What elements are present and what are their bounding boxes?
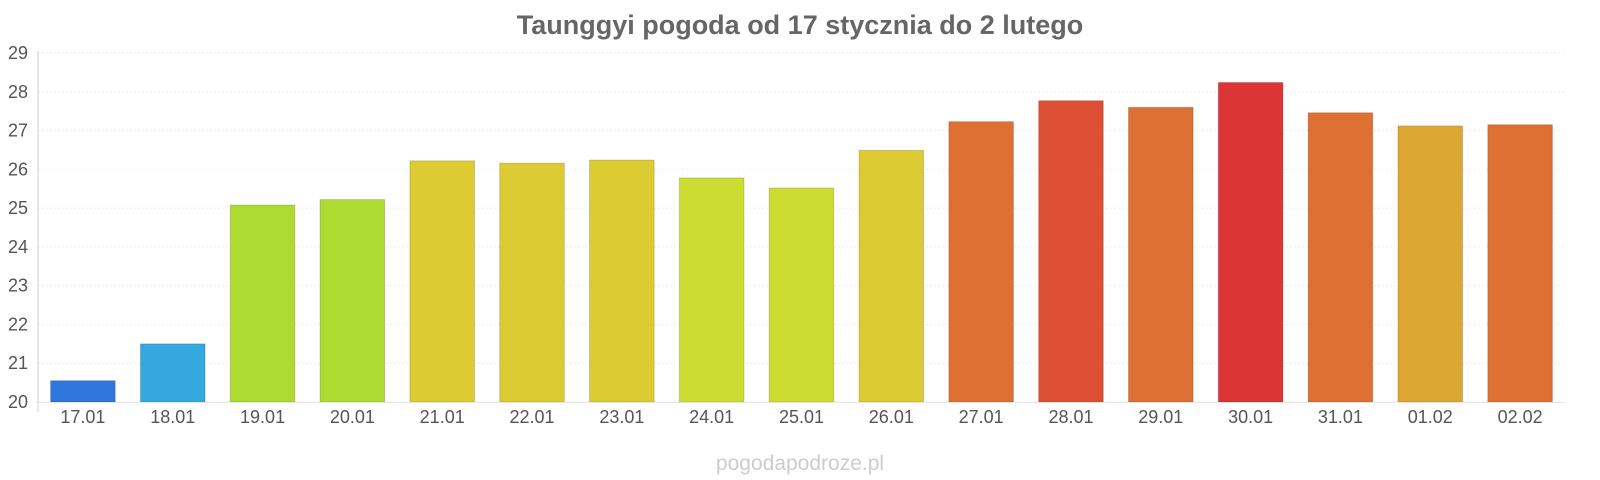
x-tick-label: 20.01 <box>330 407 375 427</box>
y-tick-label: 21 <box>8 353 28 373</box>
bars <box>50 81 1553 403</box>
x-tick-label: 21.01 <box>420 407 465 427</box>
bar-21.01 <box>409 160 476 403</box>
x-tick-label: 19.01 <box>240 407 285 427</box>
y-tick-label: 29 <box>8 43 28 63</box>
bar-29.01 <box>1127 106 1194 403</box>
bar-19.01 <box>229 204 296 403</box>
x-tick-label: 17.01 <box>60 407 105 427</box>
y-tick-label: 22 <box>8 314 28 334</box>
bar-24.01 <box>678 177 745 403</box>
x-tick-label: 31.01 <box>1318 407 1363 427</box>
bar-23.01 <box>589 159 655 403</box>
bar-31.01 <box>1307 112 1374 403</box>
y-tick-label: 27 <box>8 121 28 141</box>
watermark: pogodapodroze.pl <box>715 452 885 475</box>
bar-30.01 <box>1217 81 1284 403</box>
y-tick-label: 20 <box>8 392 28 412</box>
bar-28.01 <box>1038 100 1104 403</box>
bar-01.02 <box>1397 125 1464 403</box>
bar-26.01 <box>858 149 925 403</box>
bar-18.01 <box>139 343 206 403</box>
bar-17.01 <box>50 380 116 403</box>
y-tick-label: 25 <box>8 198 28 218</box>
x-tick-labels: 17.01 18.01 19.01 20.01 21.01 22.01 23.01 24.01… <box>60 407 1542 427</box>
y-tick-label: 24 <box>8 237 28 257</box>
x-tick-label: 01.02 <box>1408 407 1453 427</box>
x-tick-label: 22.01 <box>510 407 555 427</box>
bar-27.01 <box>948 121 1014 403</box>
x-tick-label: 30.01 <box>1228 407 1273 427</box>
bar-20.01 <box>319 199 386 403</box>
y-tick-labels: 20 21 22 23 24 25 26 27 28 29 <box>8 43 28 412</box>
axes <box>37 51 1565 412</box>
x-tick-label: 26.01 <box>869 407 914 427</box>
y-tick-label: 28 <box>8 82 28 102</box>
x-tick-label: 02.02 <box>1498 407 1543 427</box>
bar-22.01 <box>499 162 565 403</box>
bar-02.02 <box>1487 124 1553 403</box>
y-tick-label: 26 <box>8 159 28 179</box>
x-tick-label: 29.01 <box>1138 407 1183 427</box>
x-tick-label: 25.01 <box>779 407 824 427</box>
x-tick-label: 27.01 <box>959 407 1004 427</box>
x-tick-label: 24.01 <box>689 407 734 427</box>
x-tick-label: 23.01 <box>599 407 644 427</box>
x-tick-label: 18.01 <box>150 407 195 427</box>
chart-title: Taunggyi pogoda od 17 stycznia do 2 lute… <box>516 10 1084 40</box>
x-tick-label: 28.01 <box>1048 407 1093 427</box>
y-tick-label: 23 <box>8 276 28 296</box>
bar-25.01 <box>768 187 835 403</box>
